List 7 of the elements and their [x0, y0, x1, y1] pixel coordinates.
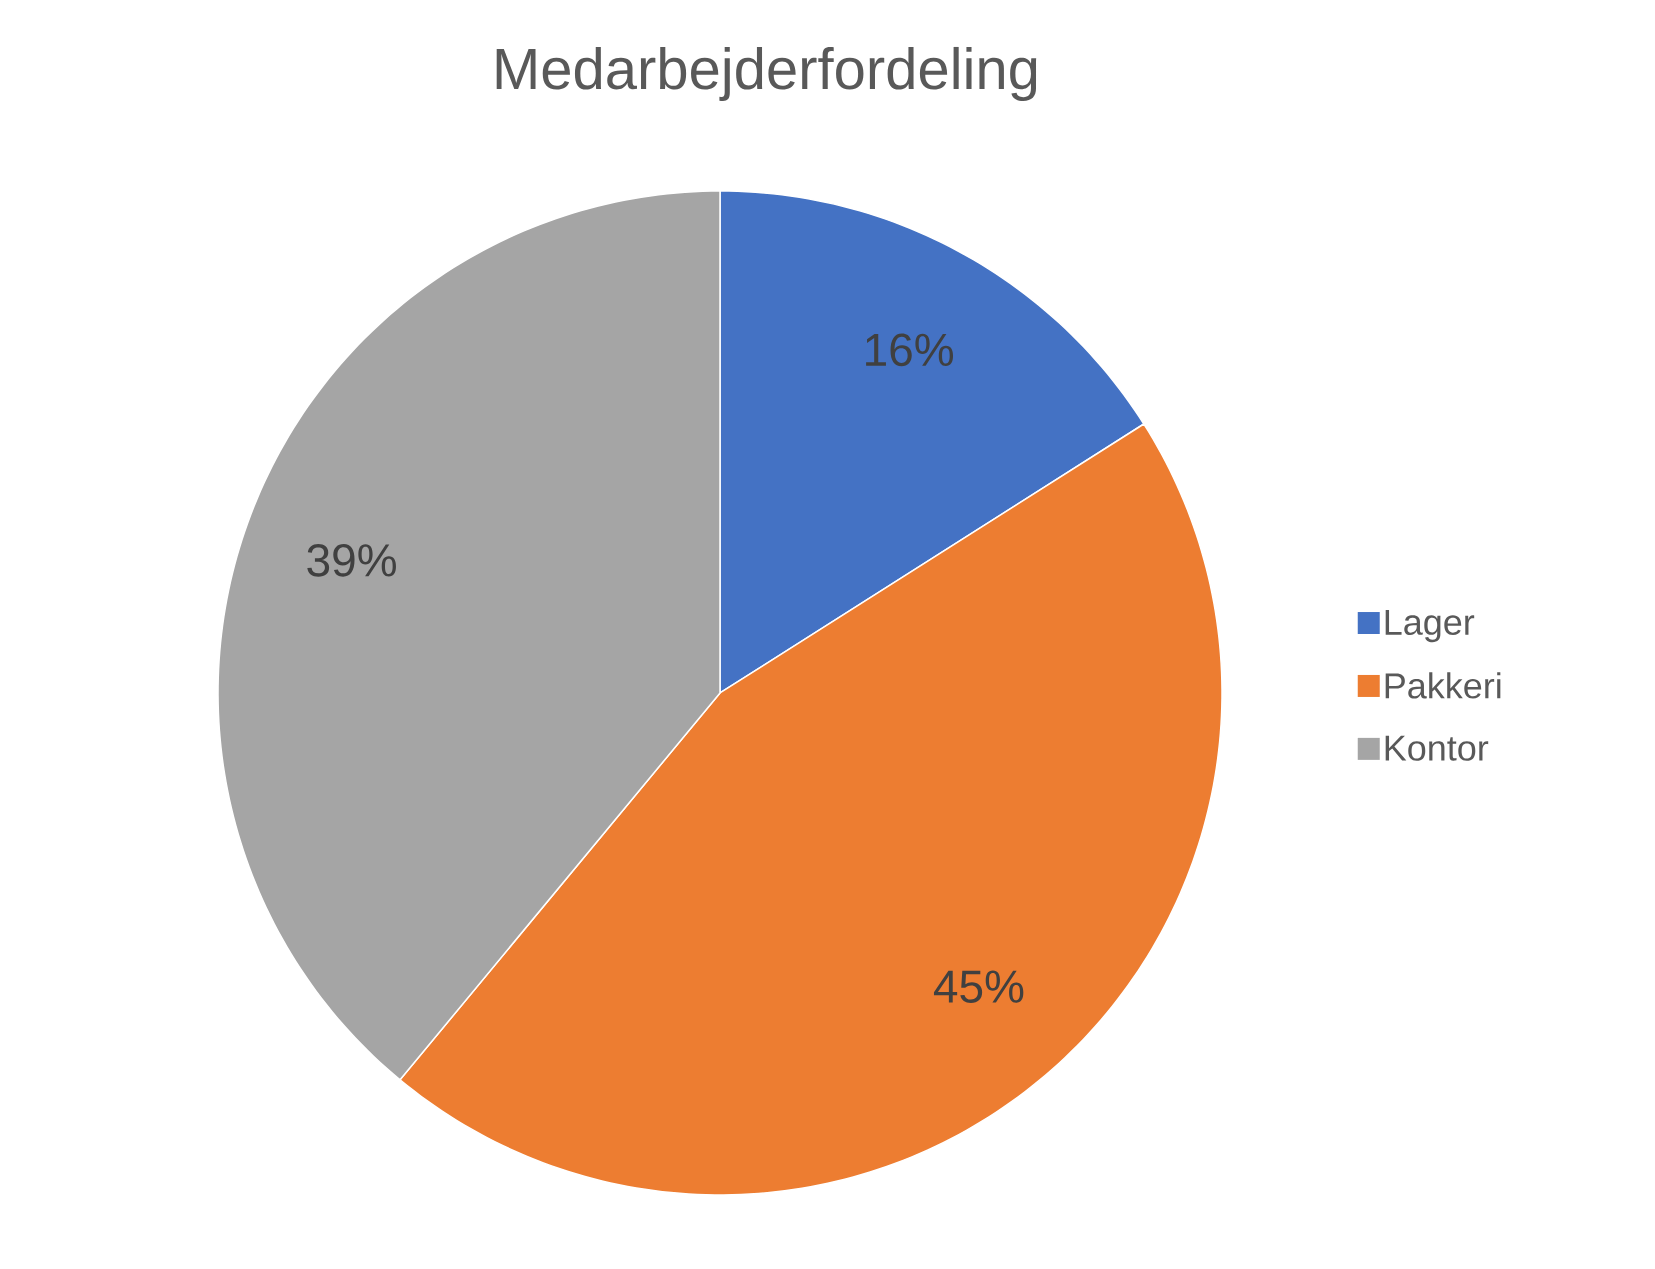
- legend-label: Lager: [1385, 609, 1475, 643]
- legend-label: Kontor: [1385, 735, 1489, 761]
- data-label: 16%: [866, 333, 954, 367]
- chart-title: Medarbejderfordeling: [496, 46, 1037, 102]
- legend-label: Pakkeri: [1385, 672, 1501, 699]
- data-label: 45%: [933, 970, 1024, 1003]
- data-label: 39%: [307, 544, 396, 577]
